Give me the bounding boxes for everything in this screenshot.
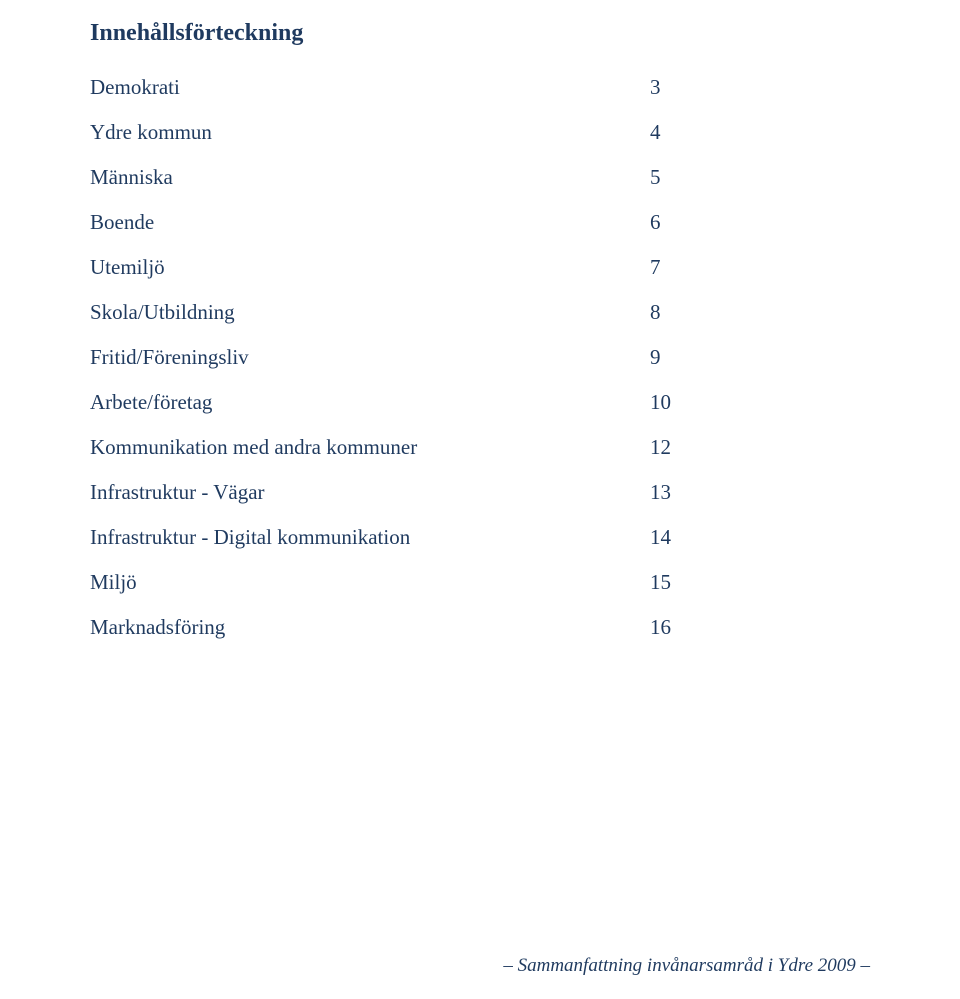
toc-row: Infrastruktur - Digital kommunikation 14 [90, 525, 870, 550]
footer-dash-right: – [856, 955, 870, 976]
toc-page-number: 4 [650, 120, 690, 145]
toc-page-number: 8 [650, 300, 690, 325]
toc-page-number: 12 [650, 435, 690, 460]
footer-dash-left: – [503, 955, 517, 976]
footer-text: Sammanfattning invånarsamråd i Ydre 2009 [518, 955, 856, 976]
toc-label: Utemiljö [90, 255, 650, 280]
toc-row: Människa 5 [90, 165, 870, 190]
toc-row: Kommunikation med andra kommuner 12 [90, 435, 870, 460]
toc-label: Miljö [90, 570, 650, 595]
toc-row: Marknadsföring 16 [90, 615, 870, 640]
toc-label: Arbete/företag [90, 390, 650, 415]
page-footer: – Sammanfattning invånarsamråd i Ydre 20… [503, 955, 870, 977]
toc-label: Infrastruktur - Vägar [90, 480, 650, 505]
toc-page-number: 5 [650, 165, 690, 190]
toc-row: Boende 6 [90, 210, 870, 235]
toc-row: Demokrati 3 [90, 75, 870, 100]
toc-page-number: 10 [650, 390, 690, 415]
toc-row: Skola/Utbildning 8 [90, 300, 870, 325]
toc-row: Infrastruktur - Vägar 13 [90, 480, 870, 505]
toc-page-number: 9 [650, 345, 690, 370]
toc-row: Utemiljö 7 [90, 255, 870, 280]
toc-page-number: 15 [650, 570, 690, 595]
toc-page-number: 7 [650, 255, 690, 280]
document-page: Innehållsförteckning Demokrati 3 Ydre ko… [0, 0, 960, 999]
toc-row: Miljö 15 [90, 570, 870, 595]
toc-row: Arbete/företag 10 [90, 390, 870, 415]
toc-label: Marknadsföring [90, 615, 650, 640]
toc-page-number: 13 [650, 480, 690, 505]
toc-page-number: 14 [650, 525, 690, 550]
toc-label: Demokrati [90, 75, 650, 100]
toc-page-number: 6 [650, 210, 690, 235]
toc-page-number: 16 [650, 615, 690, 640]
toc-label: Människa [90, 165, 650, 190]
toc-label: Boende [90, 210, 650, 235]
toc-page-number: 3 [650, 75, 690, 100]
toc-row: Fritid/Föreningsliv 9 [90, 345, 870, 370]
toc-label: Skola/Utbildning [90, 300, 650, 325]
page-title: Innehållsförteckning [90, 20, 870, 47]
table-of-contents: Demokrati 3 Ydre kommun 4 Människa 5 Boe… [90, 75, 870, 640]
toc-label: Ydre kommun [90, 120, 650, 145]
toc-label: Kommunikation med andra kommuner [90, 435, 650, 460]
toc-label: Infrastruktur - Digital kommunikation [90, 525, 650, 550]
toc-label: Fritid/Föreningsliv [90, 345, 650, 370]
toc-row: Ydre kommun 4 [90, 120, 870, 145]
